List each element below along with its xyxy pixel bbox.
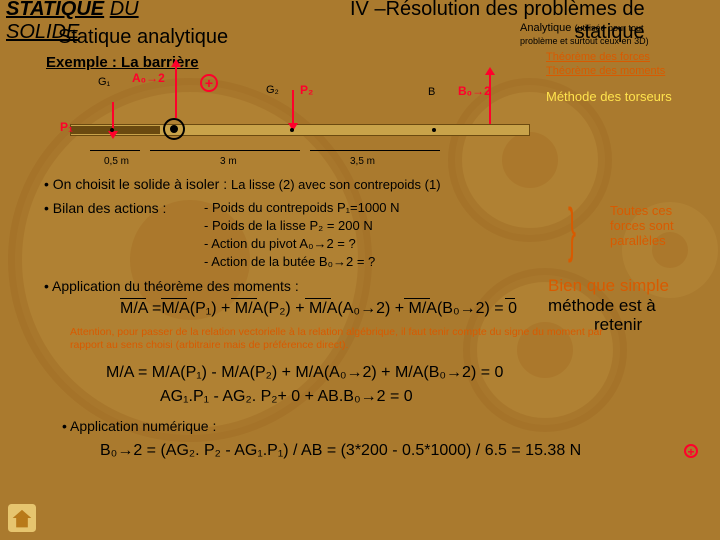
- brace-icon: }: [568, 195, 576, 264]
- equation-final: B₀→2 = (AG₂. P₂ - AG₁.P₁) / AB = (3*200 …: [100, 442, 581, 460]
- beam-diagram: + G₁ A₀→2 P₁ G₂ P₂ B B₀→2 0,5 m 3 m 3,5 …: [40, 68, 580, 158]
- step-isolate: • On choisit le solide à isoler : La lis…: [44, 176, 441, 192]
- equation-alg1: M/A = M/A(P₁) - M/A(P₂) + M/A(A₀→2) + M/…: [106, 364, 503, 382]
- subtitle: Statique analytique: [58, 26, 228, 49]
- rotation-sign-icon: +: [684, 444, 698, 458]
- step-moments: • Application du théorème des moments :: [44, 278, 299, 294]
- step-numeric: • Application numérique :: [62, 418, 216, 434]
- step-actions: • Bilan des actions :: [44, 200, 166, 216]
- rotation-sign-icon: +: [200, 74, 218, 92]
- home-icon[interactable]: [8, 504, 36, 532]
- equation-vector: M/A =M/A(P₁) + M/A(P₂) + M/A(A₀→2) + M/A…: [120, 300, 517, 318]
- action4: - Action de la butée B₀→2 = ?: [204, 254, 375, 269]
- side-note: Toutes cesforces sontparallèles: [610, 203, 674, 248]
- action1: - Poids du contrepoids P₁=1000 N: [204, 200, 400, 215]
- warning-note: Attention, pour passer de la relation ve…: [70, 326, 620, 352]
- equation-alg2: AG₁.P₁ - AG₂. P₂+ 0 + AB.B₀→2 = 0: [160, 388, 413, 406]
- pivot-icon: [163, 118, 185, 144]
- action2: - Poids de la lisse P₂ = 200 N: [204, 218, 373, 233]
- action3: - Action du pivot A₀→2 = ?: [204, 236, 356, 251]
